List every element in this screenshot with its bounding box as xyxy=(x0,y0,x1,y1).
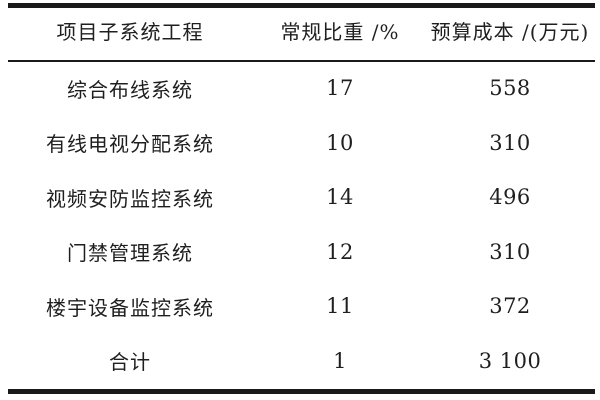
table-header-rule xyxy=(8,60,595,62)
cell-project-name: 综合布线系统 xyxy=(67,77,193,102)
cell-proportion: 12 xyxy=(326,239,354,264)
cell-project-name: 楼宇设备监控系统 xyxy=(46,295,214,320)
cell-cost: 496 xyxy=(489,185,531,210)
cell-project-name: 视频安防监控系统 xyxy=(46,186,214,211)
cell-total-proportion: 1 xyxy=(333,348,347,373)
cell-total-cost: 3 100 xyxy=(478,348,542,373)
cell-proportion: 14 xyxy=(326,185,354,210)
col-header-proportion: 常规比重 /% xyxy=(280,20,400,44)
cell-project-name: 门禁管理系统 xyxy=(67,241,193,266)
cell-cost: 558 xyxy=(489,76,531,101)
cell-total-label: 合计 xyxy=(109,350,151,375)
cell-cost: 310 xyxy=(489,239,531,264)
cell-project-name: 有线电视分配系统 xyxy=(46,132,214,157)
cell-proportion: 17 xyxy=(326,76,354,101)
table-bottom-rule xyxy=(8,389,595,394)
cell-proportion: 10 xyxy=(326,130,354,155)
cell-cost: 310 xyxy=(489,130,531,155)
table-top-rule xyxy=(8,3,595,8)
cell-cost: 372 xyxy=(489,294,531,319)
col-header-project: 项目子系统工程 xyxy=(56,20,204,44)
cell-proportion: 11 xyxy=(326,294,354,319)
col-header-cost: 预算成本 /(万元) xyxy=(430,20,590,44)
